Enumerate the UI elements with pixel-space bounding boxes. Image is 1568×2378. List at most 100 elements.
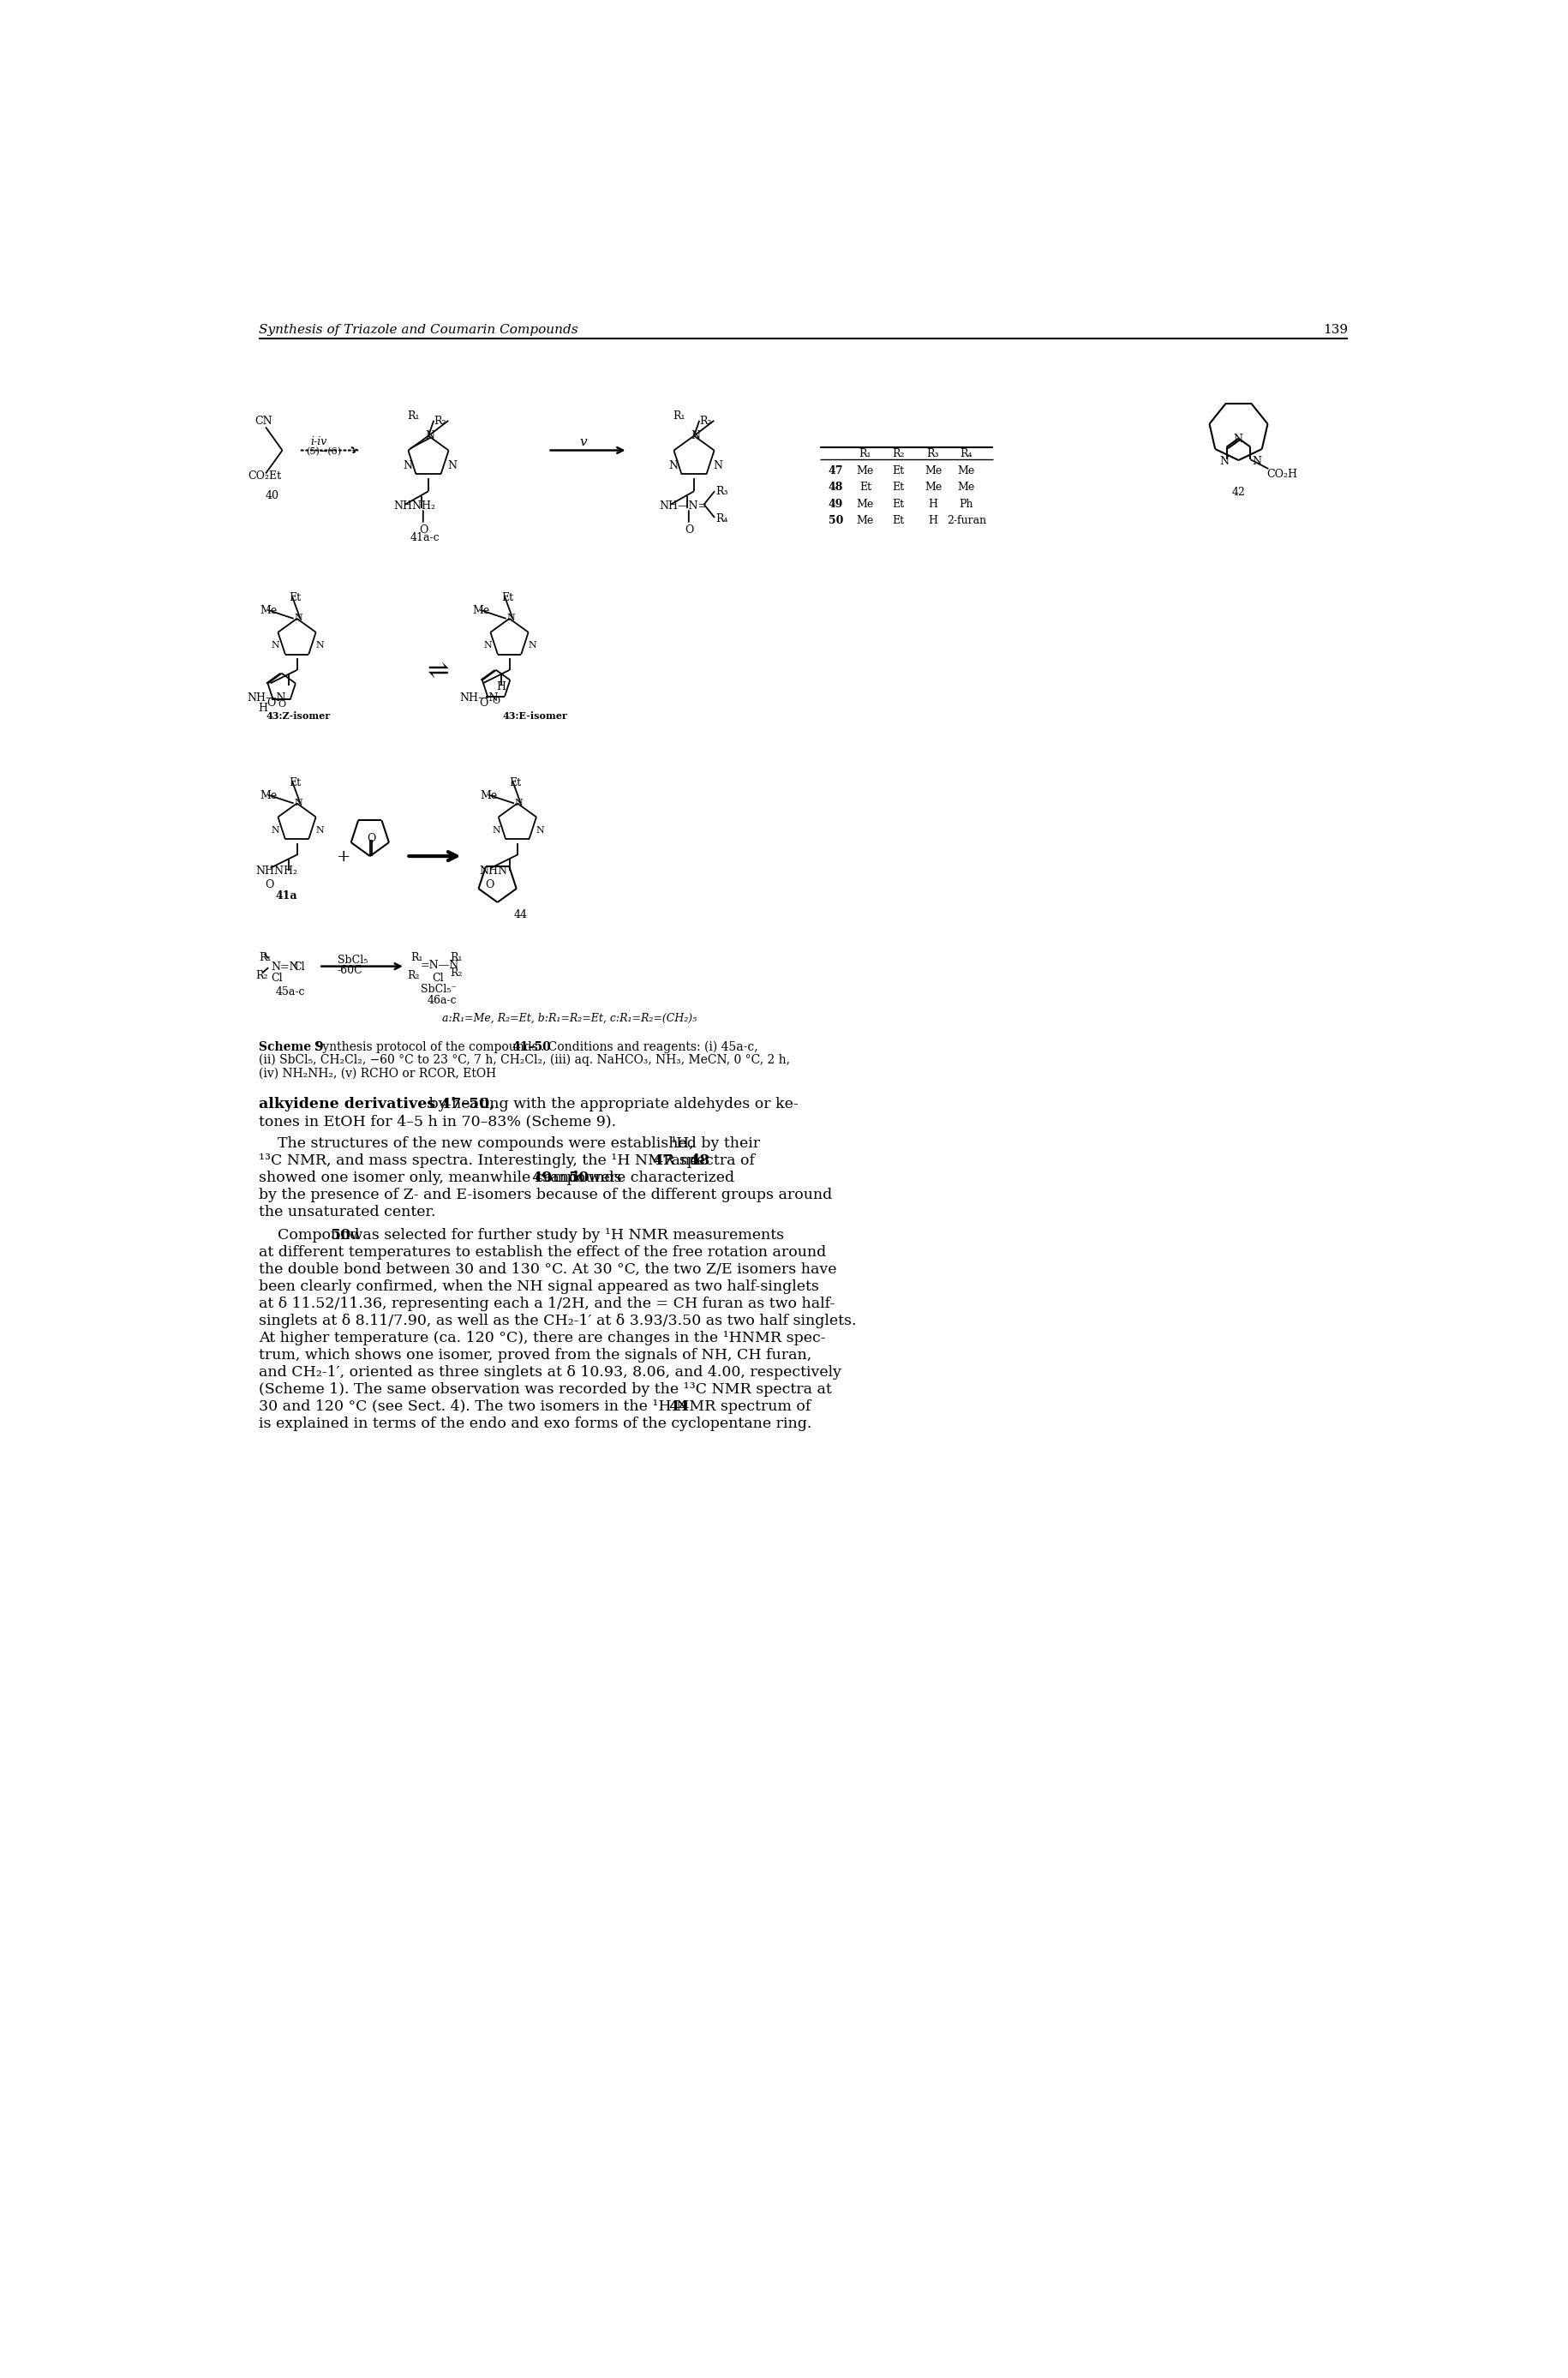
Text: Et: Et [892, 483, 905, 492]
Text: alkyidene derivatives 47–50,: alkyidene derivatives 47–50, [259, 1096, 495, 1111]
Text: NHNH₂: NHNH₂ [256, 866, 298, 877]
Text: 48: 48 [828, 483, 844, 492]
Text: H: H [495, 680, 505, 692]
Text: Et: Et [510, 778, 522, 787]
Text: O: O [486, 880, 494, 889]
Text: R₄: R₄ [717, 514, 729, 526]
Text: (Scheme 1). The same observation was recorded by the ¹³C NMR spectra at: (Scheme 1). The same observation was rec… [259, 1382, 833, 1396]
Text: CN: CN [254, 416, 273, 428]
Text: R₁: R₁ [450, 951, 463, 963]
Text: R₂: R₂ [434, 416, 447, 428]
Text: and: and [666, 1153, 704, 1168]
Text: N: N [403, 461, 412, 471]
Text: Et: Et [859, 483, 872, 492]
Text: N: N [1251, 457, 1261, 466]
Text: NH—N: NH—N [459, 692, 499, 704]
Text: (ii) SbCl₅, CH₂Cl₂, −60 °C to 23 °C, 7 h, CH₂Cl₂, (iii) aq. NaHCO₃, NH₃, MeCN, 0: (ii) SbCl₅, CH₂Cl₂, −60 °C to 23 °C, 7 h… [259, 1053, 790, 1065]
Text: R₁: R₁ [673, 411, 685, 421]
Text: 44: 44 [668, 1398, 688, 1415]
Text: O: O [267, 697, 276, 709]
Text: by heating with the appropriate aldehydes or ke-: by heating with the appropriate aldehyde… [423, 1096, 798, 1111]
Text: (5)→(6): (5)→(6) [306, 447, 342, 457]
Text: N: N [447, 461, 456, 471]
Text: O: O [478, 697, 488, 709]
Text: R₁: R₁ [408, 411, 420, 421]
Text: 50: 50 [331, 1227, 351, 1241]
Text: H: H [259, 704, 268, 713]
Text: (iv) NH₂NH₂, (v) RCHO or RCOR, EtOH: (iv) NH₂NH₂, (v) RCHO or RCOR, EtOH [259, 1068, 497, 1080]
Text: Me: Me [260, 606, 278, 616]
Text: N: N [295, 799, 303, 806]
Text: Synthesis protocol of the compounds: Synthesis protocol of the compounds [307, 1042, 543, 1053]
Text: trum, which shows one isomer, proved from the signals of NH, CH furan,: trum, which shows one isomer, proved fro… [259, 1348, 812, 1363]
Text: NH—N=: NH—N= [660, 499, 707, 511]
Text: Me: Me [856, 466, 873, 476]
Text: 50: 50 [569, 1170, 590, 1187]
Text: i-iv: i-iv [310, 435, 326, 447]
Text: the unsaturated center.: the unsaturated center. [259, 1206, 436, 1220]
Text: N: N [271, 825, 279, 835]
Text: ⇌: ⇌ [428, 659, 450, 685]
Text: 46a-c: 46a-c [426, 994, 456, 1006]
Text: H: H [928, 516, 938, 526]
Text: SbCl₅⁻: SbCl₅⁻ [420, 984, 456, 994]
Text: Me: Me [480, 789, 497, 801]
Text: CO₂Et: CO₂Et [248, 471, 281, 480]
Text: 40: 40 [265, 490, 279, 502]
Text: Cl: Cl [271, 973, 282, 984]
Text: N: N [295, 614, 303, 623]
Text: tones in EtOH for 4–5 h in 70–83% (Scheme 9).: tones in EtOH for 4–5 h in 70–83% (Schem… [259, 1115, 616, 1130]
Text: Me: Me [925, 483, 942, 492]
Text: H: H [928, 499, 938, 509]
Text: Et: Et [289, 778, 301, 787]
Text: R₂: R₂ [699, 416, 712, 428]
Text: Synthesis of Triazole and Coumarin Compounds: Synthesis of Triazole and Coumarin Compo… [259, 323, 579, 335]
Text: Cl: Cl [293, 961, 306, 973]
Text: O: O [265, 880, 274, 889]
Text: 30 and 120 °C (see Sect. 4). The two isomers in the ¹H NMR spectrum of: 30 and 120 °C (see Sect. 4). The two iso… [259, 1398, 815, 1415]
Text: 45a-c: 45a-c [276, 987, 306, 996]
Text: N: N [315, 642, 325, 649]
Text: =N—N: =N—N [420, 961, 459, 970]
Text: R₂: R₂ [256, 970, 268, 982]
Text: N: N [514, 799, 524, 806]
Text: 41a: 41a [276, 889, 298, 901]
Text: a:R₁=Me, R₂=Et, b:R₁=R₂=Et, c:R₁=R₂=(CH₂)₅: a:R₁=Me, R₂=Et, b:R₁=R₂=Et, c:R₁=R₂=(CH₂… [442, 1013, 696, 1023]
Text: was selected for further study by ¹H NMR measurements: was selected for further study by ¹H NMR… [345, 1227, 784, 1241]
Text: O: O [685, 523, 693, 535]
Text: 47: 47 [652, 1153, 673, 1168]
Text: 49: 49 [532, 1170, 552, 1187]
Text: Me: Me [958, 466, 975, 476]
Text: 44: 44 [514, 908, 528, 920]
Text: been clearly confirmed, when the NH signal appeared as two half-singlets: been clearly confirmed, when the NH sign… [259, 1279, 820, 1294]
Text: N: N [425, 430, 434, 442]
Text: N: N [713, 461, 723, 471]
Text: O: O [492, 697, 500, 706]
Text: NHN: NHN [478, 866, 506, 877]
Text: singlets at δ 8.11/7.90, as well as the CH₂-1′ at δ 3.93/3.50 as two half single: singlets at δ 8.11/7.90, as well as the … [259, 1313, 856, 1327]
Text: Et: Et [502, 592, 514, 604]
Text: NHNH₂: NHNH₂ [394, 499, 436, 511]
Text: +: + [337, 849, 351, 866]
Text: O: O [419, 523, 428, 535]
Text: v: v [580, 435, 586, 447]
Text: N: N [506, 614, 516, 623]
Text: were characterized: were characterized [583, 1170, 734, 1187]
Text: 41a-c: 41a-c [409, 533, 439, 542]
Text: by the presence of Z- and E-isomers because of the different groups around: by the presence of Z- and E-isomers beca… [259, 1189, 833, 1203]
Text: NH—N: NH—N [248, 692, 285, 704]
Text: Me: Me [856, 516, 873, 526]
Text: N: N [485, 642, 492, 649]
Text: at δ 11.52/11.36, representing each a 1/2H, and the = CH furan as two half-: at δ 11.52/11.36, representing each a 1/… [259, 1296, 836, 1310]
Text: 49: 49 [828, 499, 844, 509]
Text: R₂: R₂ [892, 449, 905, 459]
Text: N: N [536, 825, 544, 835]
Text: CO₂H: CO₂H [1267, 468, 1297, 480]
Text: at different temperatures to establish the effect of the free rotation around: at different temperatures to establish t… [259, 1244, 826, 1260]
Text: R₁: R₁ [859, 449, 872, 459]
Text: N: N [315, 825, 325, 835]
Text: N: N [691, 430, 701, 442]
Text: showed one isomer only, meanwhile compounds: showed one isomer only, meanwhile compou… [259, 1170, 627, 1187]
Text: Et: Et [289, 592, 301, 604]
Text: R₃: R₃ [717, 485, 729, 497]
